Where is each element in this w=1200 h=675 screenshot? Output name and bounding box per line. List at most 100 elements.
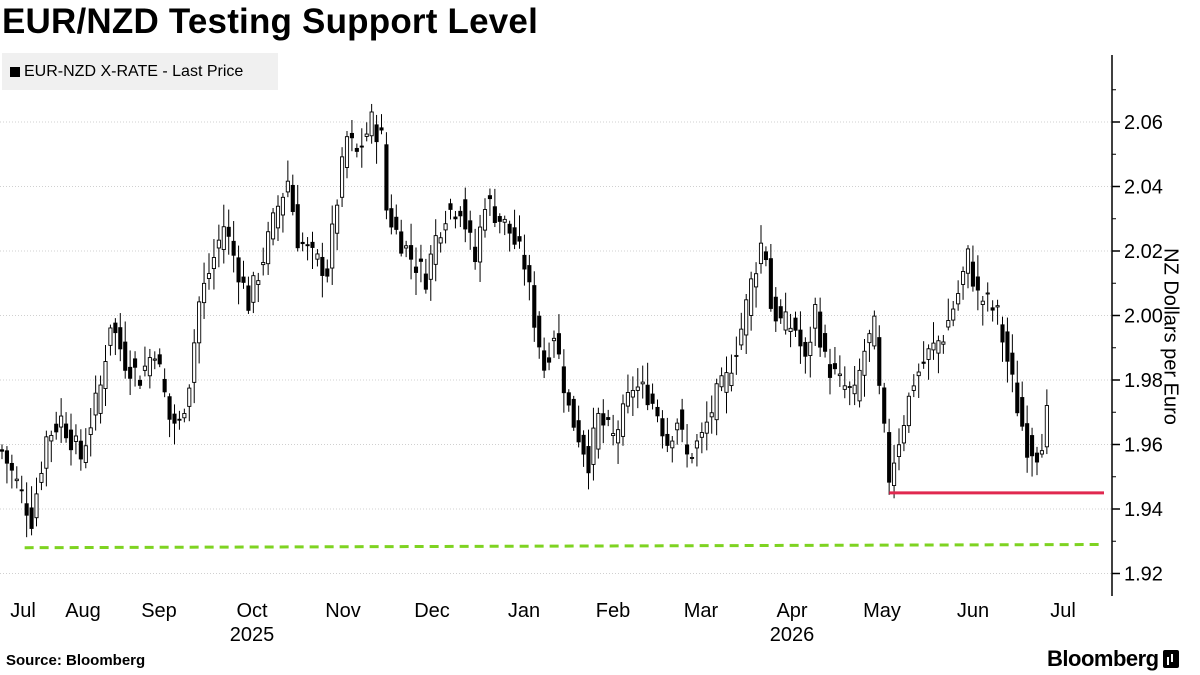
candle-body <box>542 350 547 371</box>
candle-body <box>793 317 798 331</box>
candle-body <box>946 320 951 328</box>
candle-body <box>128 366 133 379</box>
candle-body <box>832 363 837 370</box>
candles <box>0 103 1049 538</box>
candle-body <box>300 241 305 245</box>
brand-name: Bloomberg <box>1047 646 1159 671</box>
grid-lines <box>0 121 1112 574</box>
candle-body <box>517 236 522 242</box>
candle-body <box>492 206 497 223</box>
y-tick-label: 1.94 <box>1124 499 1163 521</box>
candle-body <box>635 386 640 391</box>
x-month-label: Mar <box>684 600 719 622</box>
candle-body <box>24 503 29 516</box>
y-tick-label: 2.02 <box>1124 241 1163 263</box>
candle-body <box>665 433 670 446</box>
candle-body <box>54 423 59 433</box>
candle-body <box>354 147 359 152</box>
candle-body <box>305 244 310 247</box>
candle-body <box>44 436 49 469</box>
candle-body <box>788 327 793 333</box>
candle-body <box>478 226 483 263</box>
candle-body <box>527 265 532 283</box>
candle-body <box>650 393 655 404</box>
candle-body <box>458 210 463 217</box>
x-month-label: Dec <box>414 600 450 622</box>
candle-body <box>133 358 138 368</box>
candle-body <box>197 301 202 344</box>
x-month-label: Jun <box>957 600 989 622</box>
candle-body <box>724 372 729 393</box>
x-month-label: Jan <box>508 600 540 622</box>
candle-body <box>1010 352 1015 375</box>
candle-body <box>916 371 921 377</box>
candle-body <box>39 472 44 483</box>
candle-body <box>216 239 221 249</box>
candle-body <box>744 299 749 336</box>
candle-body <box>719 375 724 388</box>
candle-body <box>226 226 231 237</box>
x-month-label: May <box>863 600 901 622</box>
candle-body <box>49 434 54 442</box>
candle-body <box>211 257 216 270</box>
candle-body <box>936 340 941 354</box>
candle-body <box>640 381 645 385</box>
legend: EUR-NZD X-RATE - Last Price <box>2 53 278 90</box>
candle-body <box>379 127 384 131</box>
candle-body <box>1030 435 1035 457</box>
candle-body <box>551 337 557 342</box>
candle-body <box>842 385 847 390</box>
candle-body <box>837 373 842 377</box>
candle-body <box>142 365 147 371</box>
candle-body <box>113 322 118 334</box>
bloomberg-logo: Bloomberg <box>1047 646 1179 672</box>
candle-body <box>349 132 354 139</box>
candle-body <box>611 433 616 437</box>
candle-body <box>261 262 266 266</box>
candle-body <box>704 421 709 434</box>
candle-body <box>975 276 980 291</box>
candle-body <box>689 457 695 459</box>
candle-body <box>14 478 19 482</box>
candle-body <box>729 372 734 387</box>
y-axis-label: NZ Dollars per Euro <box>1159 248 1182 425</box>
candle-body <box>167 396 172 420</box>
candle-body <box>0 449 5 452</box>
candle-body <box>680 409 685 430</box>
candle-body <box>246 285 251 311</box>
candle-body <box>344 136 350 168</box>
candle-body <box>734 354 739 357</box>
bloomberg-terminal-icon <box>1162 650 1179 668</box>
candle-body <box>241 276 246 283</box>
candle-body <box>389 208 394 228</box>
candle-body <box>581 434 586 455</box>
candle-body <box>325 268 330 277</box>
candle-body <box>68 429 74 451</box>
candle-body <box>251 275 256 303</box>
candle-body <box>556 333 561 355</box>
candle-body <box>19 489 24 492</box>
y-tick-label: 1.92 <box>1124 564 1163 586</box>
candle-body <box>394 216 399 230</box>
candle-body <box>512 227 517 245</box>
candle-body <box>4 450 9 464</box>
y-axis-ticks: 1.92 1.94 1.96 1.98 2.00 2.02 2.04 2.06 <box>1112 89 1163 586</box>
candle-body <box>359 145 364 148</box>
y-tick-label: 1.98 <box>1124 370 1163 392</box>
candle-body <box>177 418 182 421</box>
candle-body <box>951 308 956 321</box>
candle-body <box>369 111 374 137</box>
candle-body <box>867 333 872 344</box>
y-tick-label: 1.96 <box>1124 435 1163 457</box>
candle-body <box>285 180 290 193</box>
candle-body <box>566 392 571 406</box>
candle-body <box>310 241 315 248</box>
candle-body <box>152 358 157 361</box>
legend-label: EUR-NZD X-RATE - Last Price <box>24 63 244 80</box>
candle-body <box>1000 324 1005 343</box>
candle-body <box>985 292 990 295</box>
candle-body <box>877 337 882 386</box>
candle-body <box>620 403 626 437</box>
candle-body <box>463 199 468 230</box>
